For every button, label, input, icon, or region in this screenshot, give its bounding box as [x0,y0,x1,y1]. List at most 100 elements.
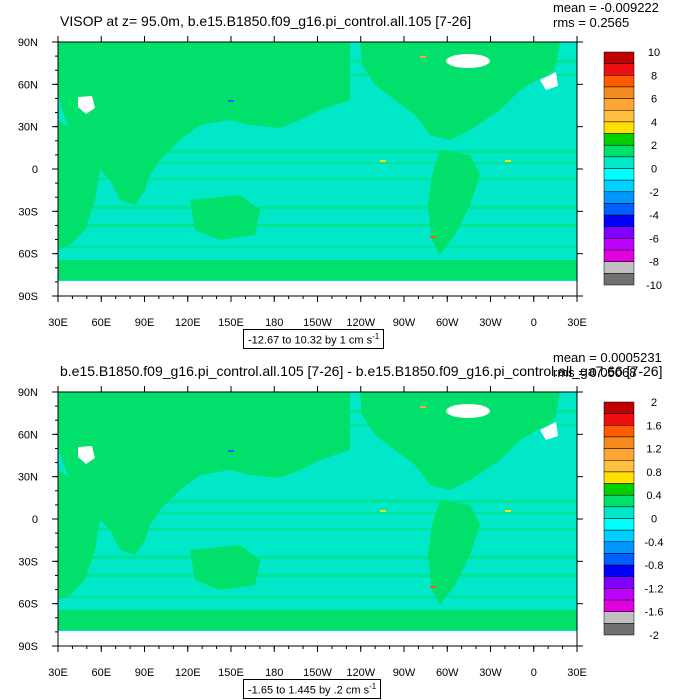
colorbar-segment [603,588,635,601]
colorbar-segment [603,494,635,508]
lon-tick-label: 30W [479,667,502,679]
zonal-band [58,178,577,180]
colorbar-segment [603,249,635,262]
lat-tick-label: 0 [32,514,38,526]
colorbar-segment [603,623,635,636]
range-unit-exponent: -1 [369,682,377,691]
lon-tick-label: 30E [567,317,587,329]
stat-rms: rms = 0.05068 [553,365,637,380]
colorbar-label: 2 [651,140,657,152]
land-region [428,500,480,605]
zonal-band [58,150,577,153]
colorbar-label: 1.2 [646,444,661,456]
zonal-band [58,574,577,577]
anomaly-speckle [505,510,511,512]
colorbar-label: -6 [649,233,659,245]
lon-tick-label: 120W [346,317,375,329]
lon-tick-label: 90W [393,667,416,679]
colorbar-segment [603,133,635,146]
colorbar-segment [603,425,635,438]
lon-tick-label: 0 [531,317,537,329]
lat-tick-label: 60N [18,429,38,441]
colorbar-segment [603,413,635,426]
colorbar-label: -1.6 [645,607,664,619]
colorbar-segment [603,63,635,76]
colorbar-segment [603,564,635,578]
land-region [58,610,577,630]
lat-tick-label: 90S [18,291,38,303]
colorbar-segment [603,179,635,193]
lon-tick-label: 120W [346,667,375,679]
lon-tick-label: 60E [91,667,111,679]
colorbar-segment [603,553,635,566]
lat-tick-label: 30S [18,556,38,568]
plot-title: VISOP at z= 95.0m, b.e15.B1850.f09_g16.p… [60,13,472,29]
lat-tick-label: 90N [18,37,38,49]
contour-range-label: -1.65 to 1.445 by .2 cm s-1 [243,679,382,699]
lon-tick-label: 180 [265,667,283,679]
lat-tick-label: 60S [18,249,38,261]
colorbar-segment [603,506,635,519]
zonal-band [58,424,577,426]
colorbar-segment [603,98,635,111]
anomaly-speckle [420,406,426,408]
greenland-missing-data [446,404,490,418]
antarctic-missing-data [58,281,577,296]
missing-data-patch [78,446,95,464]
colorbar-segment [603,460,635,473]
colorbar-segment [603,75,635,88]
lon-tick-label: 150E [218,317,244,329]
anomaly-speckle [380,160,386,162]
colorbar-segment [603,529,635,543]
zonal-band [58,60,577,63]
range-text: -1.65 to 1.445 by .2 cm s [248,684,370,697]
colorbar-label: 0 [651,514,657,526]
colorbar-label: 4 [651,117,657,129]
contour-range-label: -12.67 to 10.32 by 1 cm s-1 [243,329,385,349]
colorbar-segment [603,226,635,239]
colorbar-label: -1.2 [645,583,664,595]
panel-bottom: 30E 60E 90E 120E 150E 180 150W 120W 90W 60W 30W 0 30… [0,350,700,700]
anomaly-speckle [430,586,436,588]
colorbar-label: 6 [651,94,657,106]
anomaly-speckle [430,236,436,238]
lon-tick-label: 60E [91,317,111,329]
lon-tick-label: 60W [436,667,459,679]
anomaly-speckle [420,56,426,58]
colorbar-segment [603,144,635,158]
zonal-band [58,206,577,209]
colorbar-label: -0.8 [645,560,664,572]
missing-data-patch [540,72,558,90]
colorbar-segment [603,518,635,531]
zonal-band [58,512,577,514]
lon-tick-label: 90W [393,317,416,329]
missing-data-patch [78,96,95,114]
stat-mean: mean = -0.009222 [553,0,659,15]
zonal-band [58,410,577,413]
lon-tick-label: 120E [175,667,201,679]
lon-tick-label: 0 [531,667,537,679]
lat-tick-label: 30N [18,472,38,484]
land-region [58,42,350,205]
lon-tick-label: 30E [567,667,587,679]
colorbar-segment [603,51,635,64]
antarctic-missing-data [58,631,577,646]
anomaly-speckle [228,450,234,452]
colorbar-label: -2 [649,630,659,642]
zonal-band [58,74,577,76]
colorbar-label: 0 [651,164,657,176]
range-unit-exponent: -1 [372,332,380,341]
lat-tick-label: 0 [32,164,38,176]
colorbar-segment [603,436,635,449]
colorbar-segment [603,401,635,414]
lat-tick-label: 60N [18,79,38,91]
anomaly-speckle [505,160,511,162]
colorbar-label: 0.8 [646,467,661,479]
colorbar-segment [603,599,635,612]
map-plot-top: 30E 60E 90E 120E 150E 180 150W 120W 90W 60W 30W 0 30… [18,36,662,329]
zonal-band [58,246,577,248]
zonal-band [58,500,577,503]
land-region [360,42,560,140]
lat-tick-label: 60S [18,599,38,611]
land-region [360,392,560,490]
